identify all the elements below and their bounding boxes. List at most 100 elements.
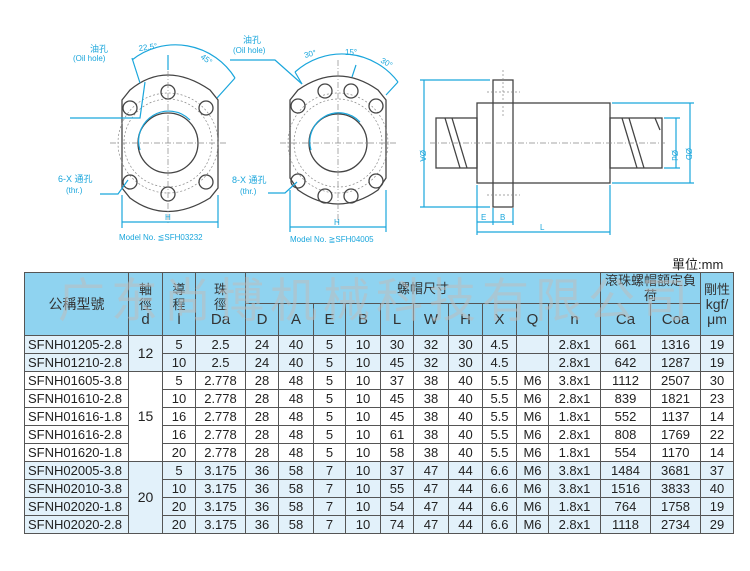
table-cell: M6 [516, 389, 549, 408]
table-cell: 29 [700, 515, 734, 534]
table-cell: 1316 [650, 335, 701, 354]
oil-hole-en-label: (Oil hole) [233, 46, 266, 55]
table-cell: 1.8x1 [548, 407, 601, 426]
table-cell: 4.5 [482, 353, 517, 372]
table-cell: 3.8x1 [548, 371, 601, 390]
table-cell: 58 [380, 443, 414, 462]
table-cell: 6.6 [482, 461, 517, 480]
table-cell: 44 [448, 515, 483, 534]
cell-model: SFNH01205-2.8 [24, 335, 129, 354]
table-cell: 5 [313, 425, 346, 444]
table-cell: 2.778 [195, 407, 246, 426]
table-cell: 48 [278, 389, 314, 408]
holes-en-label: (thr.) [66, 186, 83, 195]
header-col-w: W [413, 303, 449, 336]
header-col-coa: Coa [650, 303, 701, 336]
table-cell: 5.5 [482, 407, 517, 426]
table-cell: 2.8x1 [548, 425, 601, 444]
table-cell: 16 [162, 425, 196, 444]
angle-label: 30° [303, 48, 317, 60]
table-cell: 36 [245, 479, 279, 498]
header-shaft: 軸徑 d [128, 272, 163, 336]
table-cell: 10 [162, 353, 196, 372]
cell-shaft-diameter: 12 [128, 335, 163, 372]
table-cell: 5.5 [482, 389, 517, 408]
holes-label: 6-X 通孔 [58, 174, 93, 184]
table-cell: 2734 [650, 515, 701, 534]
table-cell: 30 [380, 335, 414, 354]
header-load: 滾珠螺帽額定負荷 [600, 272, 701, 304]
table-row: SFNH01620-1.8 20 2.778 28 48 5 10 58 38 40 5.5 M6 1.… [24, 443, 734, 462]
header-stiff-unit: kgf/μm [705, 295, 729, 327]
table-cell: 1769 [650, 425, 701, 444]
table-cell: 1287 [650, 353, 701, 372]
table-cell: 2.8x1 [548, 353, 601, 372]
table-cell: 3833 [650, 479, 701, 498]
oil-hole-label: 油孔 [243, 34, 261, 45]
table-cell: 40 [448, 371, 483, 390]
header-lead-sym: l [177, 310, 181, 328]
table-cell: 2.778 [195, 443, 246, 462]
table-cell: 7 [313, 479, 346, 498]
cell-shaft-diameter: 20 [128, 461, 163, 534]
table-cell: 1484 [600, 461, 651, 480]
table-cell: 1.8x1 [548, 443, 601, 462]
table-cell [516, 335, 549, 354]
table-cell: 2.8x1 [548, 389, 601, 408]
header-stiffness: 剛性 kgf/μm [700, 272, 734, 336]
table-cell: 47 [413, 497, 449, 516]
table-cell: 30 [700, 371, 734, 390]
table-cell: 5 [313, 335, 346, 354]
table-cell: 44 [448, 497, 483, 516]
table-cell: 7 [313, 515, 346, 534]
table-cell: M6 [516, 443, 549, 462]
table-cell: 44 [448, 479, 483, 498]
table-cell: 38 [413, 443, 449, 462]
table-cell: M6 [516, 461, 549, 480]
table-cell: 28 [245, 407, 279, 426]
table-cell: 28 [245, 443, 279, 462]
table-row: SFNH01605-3.8 15 5 2.778 28 48 5 10 37 38 40 5.5 M6 3… [24, 371, 734, 462]
table-cell: 10 [345, 353, 381, 372]
dim-h-label: H [334, 218, 340, 227]
table-cell: 61 [380, 425, 414, 444]
table-cell: 2.778 [195, 389, 246, 408]
table-cell: 1.8x1 [548, 497, 601, 516]
table-cell: 40 [278, 335, 314, 354]
dim-l-label: L [540, 223, 545, 232]
header-col-a: A [278, 303, 314, 336]
header-ball-sym: Da [210, 310, 231, 328]
table-cell: 23 [700, 389, 734, 408]
table-cell: 1758 [650, 497, 701, 516]
table-cell: 48 [278, 425, 314, 444]
table-cell: 37 [700, 461, 734, 480]
table-cell: M6 [516, 515, 549, 534]
table-cell: 44 [448, 461, 483, 480]
table-row: SFNH02020-1.8 20 3.175 36 58 7 10 54 47 44 6.6 M6 1.… [24, 497, 734, 516]
cell-shaft-diameter: 15 [128, 371, 163, 462]
table-cell: 7 [313, 497, 346, 516]
cell-model: SFNH01616-1.8 [24, 407, 129, 426]
header-ball: 珠徑 Da [195, 272, 246, 336]
spec-table: 公稱型號 軸徑 d 導程 l 珠徑 Da 螺帽尺寸 滾珠螺帽額定負荷 剛性 kgf/μm… [24, 272, 734, 534]
model-note: Model No. ≧SFH04005 [290, 235, 374, 244]
table-cell: 1821 [650, 389, 701, 408]
table-cell: M6 [516, 407, 549, 426]
table-cell: 45 [380, 389, 414, 408]
table-cell: 48 [278, 371, 314, 390]
holes-label: 8-X 通孔 [232, 175, 267, 185]
table-cell: 38 [413, 407, 449, 426]
table-cell: 47 [413, 461, 449, 480]
table-cell: 2.778 [195, 371, 246, 390]
table-cell: 22 [700, 425, 734, 444]
table-cell: 5.5 [482, 425, 517, 444]
header-col-ca: Ca [600, 303, 651, 336]
cell-model: SFNH02020-2.8 [24, 515, 129, 534]
table-cell: 554 [600, 443, 651, 462]
table-cell: 1516 [600, 479, 651, 498]
table-cell: 14 [700, 443, 734, 462]
table-cell: 3.8x1 [548, 461, 601, 480]
table-cell: 5.5 [482, 371, 517, 390]
table-cell: 7 [313, 461, 346, 480]
